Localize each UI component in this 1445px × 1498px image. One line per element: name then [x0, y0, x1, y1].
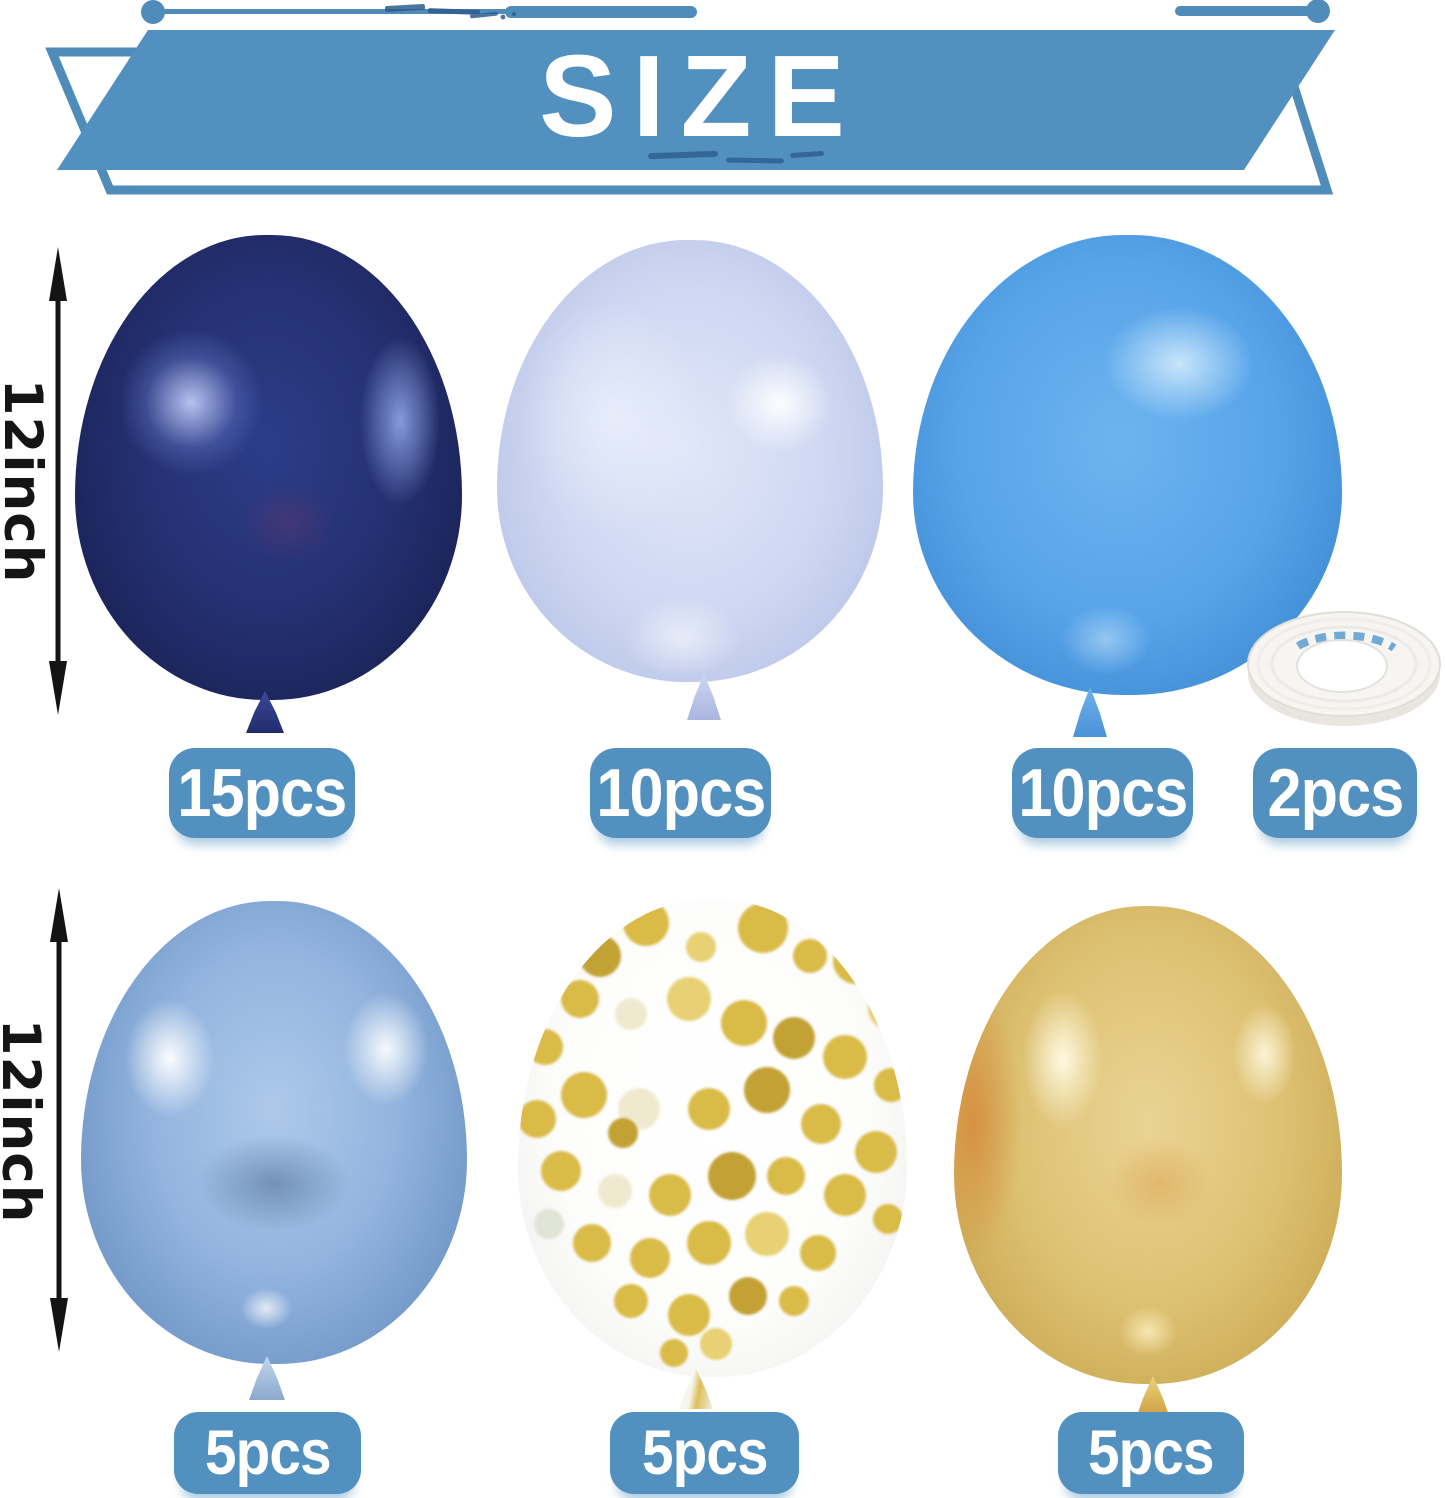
- banner-rod-grunge: [384, 4, 516, 20]
- confetti-dot: [561, 1071, 608, 1118]
- balloon-knot: [246, 691, 284, 733]
- size-banner: SIZE: [45, 0, 1335, 195]
- confetti-dot: [767, 1157, 806, 1196]
- balloon-knot: [1073, 687, 1107, 737]
- confetti-dot: [667, 977, 712, 1022]
- confetti-dot: [799, 1234, 836, 1271]
- confetti-dot: [518, 1099, 557, 1138]
- metallic-light-blue-balloon: [81, 901, 467, 1400]
- confetti-dot: [687, 1088, 730, 1131]
- confetti-dot: [823, 1174, 866, 1217]
- confetti-dot: [738, 902, 789, 953]
- count-badge: 5pcs: [1058, 1412, 1244, 1494]
- count-badge-text: 15pcs: [177, 755, 347, 831]
- confetti-dot: [854, 1131, 897, 1174]
- spool-hole: [1296, 639, 1388, 693]
- confetti-dot: [801, 1103, 842, 1144]
- confetti-dot: [623, 899, 670, 946]
- blue-balloon: [913, 235, 1342, 737]
- confetti-dot: [792, 939, 827, 974]
- banner-ribbon: [57, 30, 1335, 170]
- balloon-knot: [249, 1356, 285, 1400]
- count-badge-text: 5pcs: [1088, 1418, 1215, 1488]
- confetti-dot: [744, 1211, 789, 1256]
- confetti-dot: [630, 1237, 671, 1278]
- count-badge: 2pcs: [1253, 748, 1417, 838]
- confetti-dot: [872, 1204, 903, 1235]
- banner-rod-icon: [141, 0, 1330, 24]
- arrow-up-icon: [49, 247, 67, 301]
- navy-blue-balloon: [75, 235, 462, 733]
- gold-confetti-balloon: [518, 899, 907, 1409]
- confetti-dot: [572, 1224, 611, 1263]
- count-badge: 15pcs: [169, 748, 355, 838]
- count-badge-text: 10pcs: [1017, 755, 1188, 831]
- confetti-dot: [608, 1118, 639, 1149]
- confetti-dot: [534, 1209, 565, 1240]
- balloon-knot: [687, 674, 721, 720]
- confetti-dot: [822, 1034, 867, 1079]
- confetti-dot: [613, 1283, 648, 1318]
- count-badge-text: 5pcs: [641, 1418, 769, 1488]
- confetti-dot: [779, 1285, 810, 1316]
- confetti-dot: [700, 1327, 733, 1360]
- arrow-down-icon: [49, 661, 67, 715]
- light-periwinkle-balloon: [497, 240, 883, 720]
- banner-ribbon-grunge: [648, 150, 824, 164]
- confetti-dot: [659, 1339, 688, 1368]
- confetti-dot: [874, 1068, 907, 1103]
- count-badge-text: 10pcs: [595, 755, 766, 831]
- count-badge: 5pcs: [174, 1412, 361, 1494]
- confetti-dot: [743, 1067, 790, 1114]
- confetti-dot: [833, 938, 880, 985]
- white-ribbon-roll: [1247, 611, 1441, 726]
- metallic-gold-balloon: [954, 906, 1342, 1421]
- count-badge: 10pcs: [590, 748, 771, 838]
- dimension-arrow-row2: [50, 888, 68, 1352]
- confetti-dot: [773, 1016, 816, 1059]
- count-badge-text: 2pcs: [1267, 755, 1404, 831]
- size-label-row2: 12inch: [0, 1018, 51, 1224]
- confetti-dot: [867, 988, 907, 1029]
- banner-title: SIZE: [539, 31, 861, 161]
- confetti-dot: [707, 1152, 756, 1201]
- confetti-dot: [614, 997, 647, 1030]
- confetti-dots: [518, 899, 907, 1377]
- arrow-up-icon: [50, 888, 68, 942]
- count-badge: 10pcs: [1012, 748, 1193, 838]
- confetti-dot: [668, 1293, 711, 1336]
- confetti-dot: [728, 1276, 767, 1315]
- confetti-dot: [527, 1029, 564, 1066]
- confetti-dot: [578, 935, 621, 978]
- confetti-dot: [598, 1173, 633, 1208]
- dimension-arrow-row1: [49, 247, 67, 715]
- confetti-dot: [720, 1000, 767, 1047]
- confetti-dot: [685, 931, 716, 962]
- confetti-dot: [686, 1221, 731, 1266]
- confetti-dot: [561, 980, 600, 1019]
- size-label-row1: 12inch: [0, 378, 53, 584]
- arrow-down-icon: [50, 1298, 68, 1352]
- count-badge: 5pcs: [610, 1412, 799, 1494]
- confetti-dot: [648, 1174, 691, 1217]
- confetti-dot: [540, 1151, 581, 1192]
- count-badge-text: 5pcs: [204, 1418, 332, 1488]
